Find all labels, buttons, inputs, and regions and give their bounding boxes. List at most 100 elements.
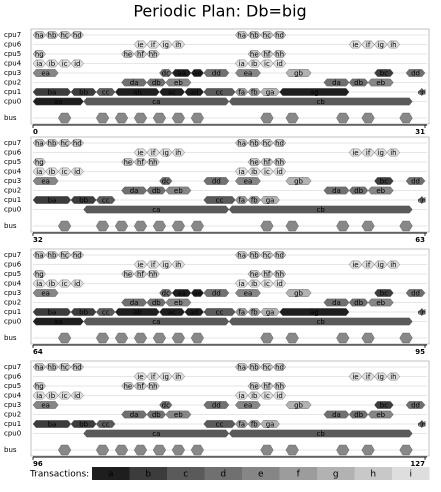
task-label: ih [175,149,181,157]
task [95,420,116,428]
row-label: cpu6 [4,261,22,269]
task-label: eb [376,79,385,87]
task [361,112,375,124]
task-label: ba [48,309,57,317]
task-label: ac [168,309,176,317]
task-label: da [130,187,139,195]
task-label: ca [152,318,160,326]
task [171,332,185,344]
task [367,298,394,307]
task [405,289,426,297]
task-label: cb [317,318,326,326]
task [260,220,274,232]
task [152,444,167,456]
task-label: fb [251,421,258,429]
task-label: he [123,271,132,279]
task [272,270,287,278]
task [70,139,84,147]
task-label: ib [251,168,258,176]
task-label: aa [54,318,63,326]
task-label: aa [177,70,186,78]
task [95,332,110,344]
task-label: ea [244,290,253,298]
task-label: ea [41,70,50,78]
task-label: eb [376,411,385,419]
task-label: ie [352,373,358,381]
task [285,289,312,297]
task [361,220,375,232]
task [203,401,230,409]
task-label: cd [418,421,426,429]
task-label: if [151,41,156,49]
task [285,112,299,124]
task-label: ag [310,309,319,317]
task-label: db [152,79,161,87]
task-label: ea [244,402,253,410]
task-label: da [332,299,341,307]
legend-swatch [317,467,355,480]
legend-name: f [297,470,301,480]
task [418,420,426,428]
task-label: hc [263,364,271,372]
x-tick-label: 0 [33,128,38,136]
task [165,78,192,87]
task-label: id [276,60,282,68]
task-label: ih [175,373,181,381]
task [32,69,59,77]
task-label: ih [390,41,396,49]
task-label: id [74,60,80,68]
task-label: ia [36,280,42,288]
task-label: dd [411,290,420,298]
legend-name: g [333,470,339,480]
task-label: ga [266,309,275,317]
task [171,220,185,232]
task [133,444,148,456]
task [260,196,280,204]
task [374,401,394,409]
task-label: fb [251,197,258,205]
task [171,372,186,381]
task-label: hd [73,32,82,40]
task [70,279,84,288]
task-label: hb [48,252,57,260]
task [70,31,84,39]
task-label: ie [352,261,358,269]
task-label: hf [263,383,270,391]
task-label: if [366,373,371,381]
task-label: dd [411,178,420,186]
task-label: bb [79,197,88,205]
task-label: eb [174,187,183,195]
task-label: cc [102,89,110,97]
task-label: ca [152,98,160,106]
task [386,148,400,157]
task-label: db [354,411,363,419]
task-label: ie [137,41,143,49]
task-label: ac [168,89,176,97]
task-label: cb [317,206,326,214]
legend-swatch [279,467,317,480]
task-label: ib [251,60,258,68]
task [272,59,287,68]
task [285,177,312,185]
task-label: id [74,168,80,176]
task [70,167,84,176]
task-label: id [276,168,282,176]
task [386,260,400,269]
row-label: cpu1 [4,420,21,428]
task-label: ia [239,168,245,176]
task [171,112,185,124]
task-label: aa [54,98,63,106]
task-label: cc [102,309,110,317]
task-label: ig [163,149,169,157]
task [32,289,59,297]
task-label: eb [174,411,183,419]
task [272,279,287,288]
task [336,444,350,456]
task [228,205,413,214]
task [272,158,287,166]
task [279,308,350,316]
task [272,363,287,371]
task-label: ic [62,168,68,176]
task-label: da [332,411,341,419]
row-label: cpu2 [4,299,21,307]
